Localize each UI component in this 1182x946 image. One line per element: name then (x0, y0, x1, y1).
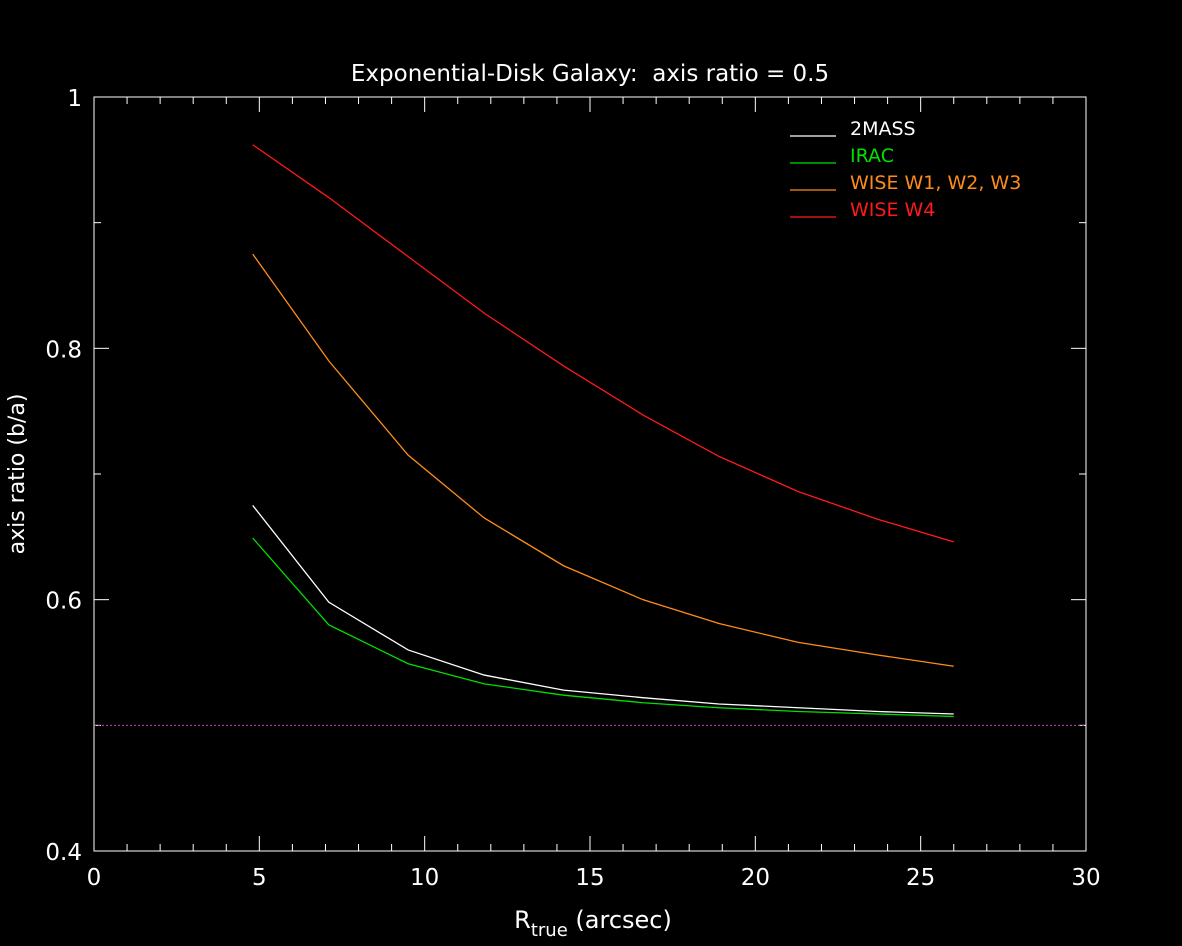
x-tick-label: 10 (410, 865, 439, 891)
x-axis-label: Rtrue (arcsec) (514, 906, 672, 941)
x-axis-label-unit: (arcsec) (568, 906, 672, 934)
series-line-wise-w1-w2-w3 (252, 253, 954, 667)
series-line-wise-w4 (252, 144, 954, 543)
x-tick-label: 15 (575, 865, 604, 891)
series-line-irac (252, 537, 954, 718)
y-tick-label: 0.8 (45, 337, 82, 363)
y-tick-label: 0.4 (45, 840, 82, 866)
legend-label: WISE W1, W2, W3 (850, 172, 1021, 194)
legend-label: IRAC (850, 145, 894, 167)
legend-label: 2MASS (850, 118, 916, 140)
axis-ticks (93, 96, 1087, 852)
y-tick-label: 1 (67, 86, 82, 112)
x-tick-label: 20 (741, 865, 770, 891)
legend: 2MASS IRAC WISE W1, W2, W3 WISE W4 (790, 118, 1021, 221)
x-tick-label: 0 (87, 865, 102, 891)
chart-title: Exponential-Disk Galaxy: axis ratio = 0.… (351, 61, 829, 87)
x-axis-label-subscript: true (531, 920, 568, 941)
x-tick-label: 30 (1071, 865, 1100, 891)
series-layer (252, 144, 954, 718)
y-tick-label: 0.6 (45, 589, 82, 615)
y-axis-label: axis ratio (b/a) (5, 394, 30, 555)
x-tick-label: 5 (252, 865, 267, 891)
series-line-2mass (252, 505, 954, 715)
x-tick-label: 25 (906, 865, 935, 891)
x-axis-label-main: R (514, 906, 531, 934)
tick-labels: 0 5 10 15 20 25 30 0.4 0.6 0.8 1 (45, 86, 1100, 891)
legend-label: WISE W4 (850, 199, 935, 221)
